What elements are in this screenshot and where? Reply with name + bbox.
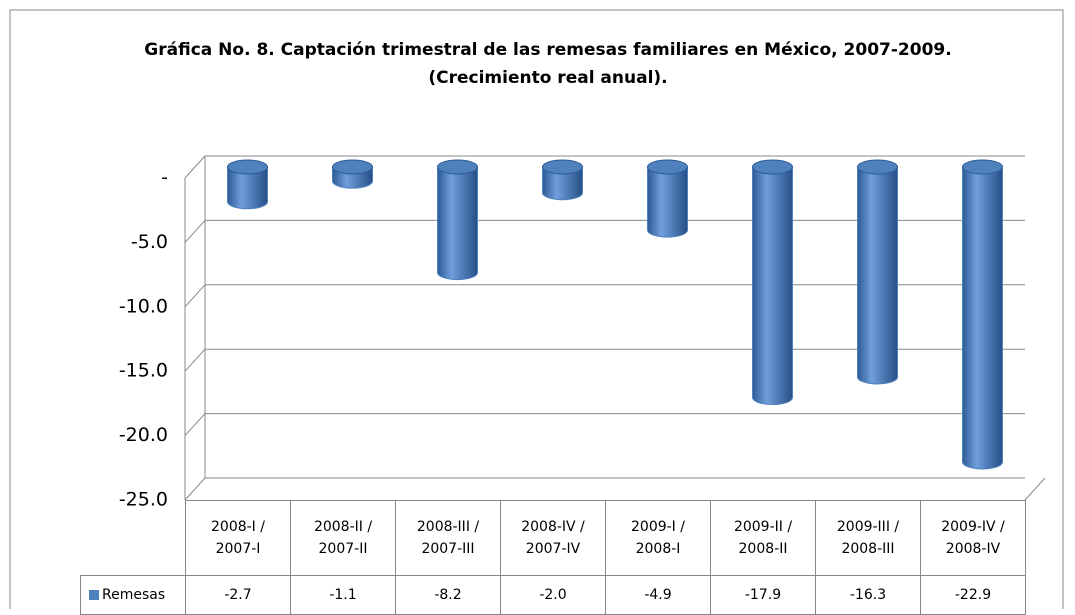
floor-line <box>1024 477 1046 501</box>
legend-label: Remesas <box>102 587 166 603</box>
bar <box>752 159 793 406</box>
y-tick-label: -5.0 <box>131 231 168 253</box>
y-tick-label: -20.0 <box>119 424 168 446</box>
bar-top <box>962 159 1003 175</box>
category-label: 2008-III / 2007-III <box>395 500 501 576</box>
bar-body <box>437 166 478 281</box>
bar-body <box>752 166 793 406</box>
bar-top <box>542 159 583 175</box>
data-label: -4.9 <box>605 575 711 615</box>
bar <box>542 159 583 201</box>
bar <box>857 159 898 385</box>
grid-line <box>184 477 206 501</box>
grid-line <box>184 413 206 436</box>
data-label: -17.9 <box>710 575 816 615</box>
bar-body <box>857 166 898 385</box>
bar-body <box>962 166 1003 470</box>
category-label: 2008-IV / 2007-IV <box>500 500 606 576</box>
y-tick-label: -25.0 <box>119 489 168 511</box>
category-label: 2008-II / 2007-II <box>290 500 396 576</box>
data-label: -16.3 <box>815 575 921 615</box>
bar-top <box>437 159 478 175</box>
bar-top <box>647 159 688 175</box>
grid-line <box>184 220 206 243</box>
category-label: 2009-III / 2008-III <box>815 500 921 576</box>
legend-cell: Remesas <box>80 575 186 615</box>
y-tick-label: -15.0 <box>119 360 168 382</box>
bar <box>227 159 268 210</box>
legend-swatch <box>89 590 99 600</box>
category-label: 2009-IV / 2008-IV <box>920 500 1026 576</box>
chart-subtitle: (Crecimiento real anual). <box>428 68 667 88</box>
chart-title: Gráfica No. 8. Captación trimestral de l… <box>144 40 951 60</box>
y-tick-label: -10.0 <box>119 295 168 317</box>
y-tick-label: - <box>161 167 168 189</box>
bar-body <box>542 166 583 201</box>
category-label: 2008-I / 2007-I <box>185 500 291 576</box>
grid-line <box>184 155 206 179</box>
data-label: -2.7 <box>185 575 291 615</box>
bar-top <box>332 159 373 175</box>
bar-top <box>857 159 898 175</box>
data-label: -2.0 <box>500 575 606 615</box>
data-label: -8.2 <box>395 575 501 615</box>
data-label: -22.9 <box>920 575 1026 615</box>
bar <box>437 159 478 281</box>
bar <box>332 159 373 189</box>
category-label: 2009-II / 2008-II <box>710 500 816 576</box>
bar <box>962 159 1003 470</box>
bar <box>647 159 688 238</box>
bar-top <box>227 159 268 175</box>
bar-body <box>647 166 688 238</box>
grid-line <box>184 284 206 308</box>
bar-body <box>227 166 268 210</box>
grid-line <box>184 348 206 372</box>
category-label: 2009-I / 2008-I <box>605 500 711 576</box>
data-label: -1.1 <box>290 575 396 615</box>
bar-top <box>752 159 793 175</box>
